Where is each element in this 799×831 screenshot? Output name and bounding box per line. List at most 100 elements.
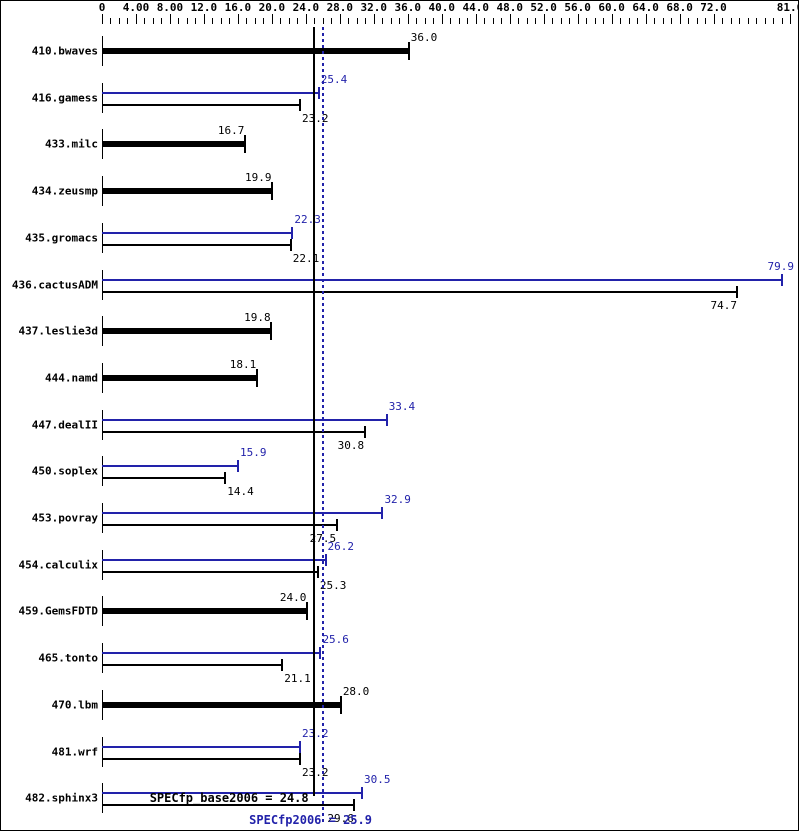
peak-value-label: 79.9 xyxy=(767,259,795,273)
base-bar xyxy=(102,570,317,573)
axis-tick-minor xyxy=(161,18,163,24)
axis-tick-minor xyxy=(781,18,783,24)
axis-tick-minor xyxy=(195,18,197,24)
axis-tick-major xyxy=(645,14,647,24)
benchmark-label: 470.lbm xyxy=(51,698,98,712)
axis-tick-minor xyxy=(348,18,350,24)
peak-bar-cap xyxy=(780,273,783,286)
axis-tick-label: 8.00 xyxy=(156,1,184,14)
base-bar-cap xyxy=(289,238,292,251)
axis-tick-minor xyxy=(110,18,112,24)
axis-tick-major xyxy=(577,14,579,24)
benchmark-row: 447.dealII 33.4 30.8 xyxy=(1,401,798,452)
base-value-label: 14.4 xyxy=(227,485,254,499)
row-zero-baseline xyxy=(102,269,103,300)
axis-tick-minor xyxy=(288,18,290,24)
axis-tick-minor xyxy=(254,18,256,24)
axis-tick-minor xyxy=(603,18,605,24)
reference-line-base xyxy=(312,27,315,796)
base-value-label: 18.1 xyxy=(229,357,257,371)
peak-bar-cap xyxy=(237,460,240,473)
row-zero-baseline xyxy=(102,222,103,253)
base-bar-cap xyxy=(353,799,356,812)
peak-bar-cap xyxy=(361,787,364,800)
axis-tick-label: 64.0 xyxy=(632,1,659,14)
base-value-label: 36.0 xyxy=(410,31,438,44)
base-bar-cap xyxy=(271,182,274,201)
base-value-label: 74.7 xyxy=(710,298,737,312)
axis-tick-major xyxy=(373,14,375,24)
benchmark-label: 436.cactusADM xyxy=(11,278,98,291)
row-zero-baseline xyxy=(102,409,103,440)
axis-tick-minor xyxy=(662,18,664,24)
axis-tick-major xyxy=(790,14,791,24)
peak-value-label: 23.2 xyxy=(302,726,329,740)
base-bar-cap xyxy=(270,322,273,341)
benchmark-row: 481.wrf 23.2 23.2 xyxy=(1,726,798,778)
peak-bar xyxy=(102,652,320,655)
axis-tick-label: 36.0 xyxy=(394,1,422,14)
axis-tick-minor xyxy=(229,18,231,24)
peak-value-label: 25.6 xyxy=(322,633,349,647)
axis-tick-minor xyxy=(450,18,452,24)
row-zero-baseline xyxy=(102,549,103,580)
x-axis: 0 4.00 8.00 12.0 16.0 20.0 24.0 28.0 32.0 36.0 40.… xyxy=(1,1,798,27)
base-bar xyxy=(102,804,354,807)
base-value-label: 30.8 xyxy=(337,438,365,452)
base-bar-cap xyxy=(316,565,319,578)
axis-tick-minor xyxy=(263,18,265,24)
row-zero-baseline xyxy=(102,503,103,533)
peak-bar-cap xyxy=(319,647,322,660)
axis-tick-major xyxy=(611,14,613,24)
benchmark-label: 482.sphinx3 xyxy=(25,791,98,805)
benchmark-label: 481.wrf xyxy=(51,745,98,758)
axis-tick-minor xyxy=(730,18,732,24)
axis-tick-minor xyxy=(747,18,749,24)
peak-value-label: 22.3 xyxy=(294,212,321,226)
axis-tick-label: 32.0 xyxy=(360,1,388,14)
axis-tick-minor xyxy=(152,18,154,24)
row-zero-baseline xyxy=(102,643,103,674)
peak-bar-cap xyxy=(324,553,327,566)
axis-tick-major xyxy=(679,14,681,24)
benchmark-label: 454.calculix xyxy=(18,558,98,572)
axis-tick-minor xyxy=(118,18,120,24)
axis-tick-minor xyxy=(467,18,469,24)
axis-tick-minor xyxy=(382,18,384,24)
peak-bar xyxy=(102,91,318,94)
benchmark-label: 435.gromacs xyxy=(25,231,98,245)
axis-tick-minor xyxy=(560,18,562,24)
axis-tick-minor xyxy=(433,18,435,24)
peak-bar xyxy=(102,278,781,281)
benchmark-row: 482.sphinx3 30.5 29.6 xyxy=(1,774,798,824)
benchmark-label: 447.dealII xyxy=(31,418,98,432)
benchmark-label: 416.gamess xyxy=(31,91,98,105)
axis-tick-minor xyxy=(594,18,596,24)
axis-tick-minor xyxy=(620,18,622,24)
benchmark-label: 465.tonto xyxy=(38,651,98,665)
axis-tick-minor xyxy=(178,18,180,24)
axis-tick-minor xyxy=(424,18,426,24)
axis-tick-minor xyxy=(552,18,554,24)
peak-bar xyxy=(102,465,238,468)
base-bar-cap xyxy=(407,42,410,60)
axis-tick-minor xyxy=(722,18,724,24)
benchmark-label: 459.GemsFDTD xyxy=(18,604,98,618)
peak-value-label: 15.9 xyxy=(240,446,267,460)
benchmark-row: 437.leslie3d 19.8 xyxy=(1,310,798,357)
benchmark-label: 450.soplex xyxy=(31,464,98,478)
base-value-label: 19.9 xyxy=(245,171,272,185)
base-bar xyxy=(102,290,737,293)
base-bar-cap xyxy=(363,425,366,438)
axis-tick-label: 60.0 xyxy=(598,1,625,14)
axis-tick-minor xyxy=(356,18,358,24)
axis-tick-minor xyxy=(314,18,316,24)
axis-tick-major xyxy=(509,14,511,24)
base-value-label: 28.0 xyxy=(342,684,370,698)
axis-tick-minor xyxy=(212,18,214,24)
base-value-label: 24.0 xyxy=(279,591,307,605)
axis-tick-label: 48.0 xyxy=(496,1,523,14)
benchmark-row: 416.gamess 25.4 23.2 xyxy=(1,74,798,124)
axis-tick-minor xyxy=(705,18,707,24)
